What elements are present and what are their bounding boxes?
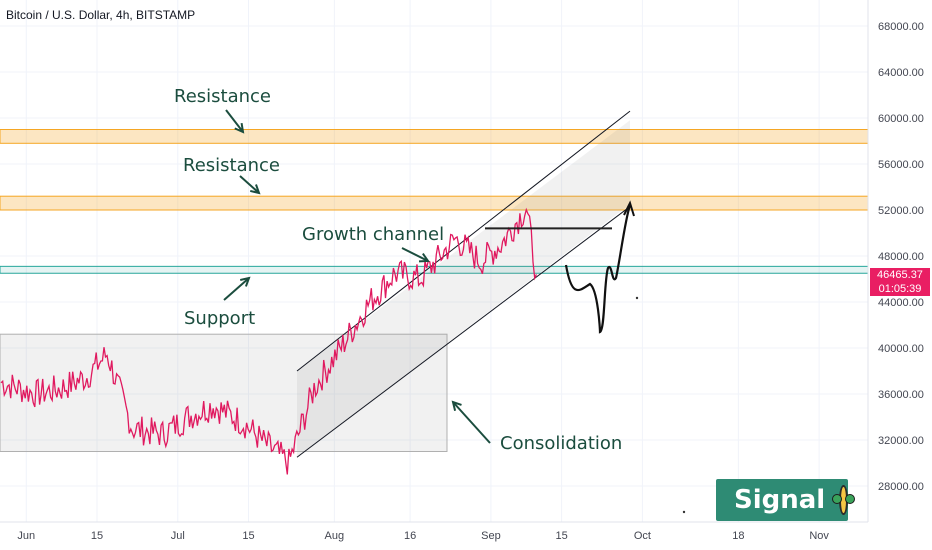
channel-upper-line (296, 110, 631, 372)
signal-label: Signal (734, 485, 826, 515)
annotation-label: Resistance (183, 155, 280, 176)
annotation-label: Consolidation (500, 433, 622, 454)
marker-dot (682, 510, 686, 514)
growth-channel-arrow (401, 247, 429, 262)
y-tick-label: 68000.00 (878, 21, 924, 33)
y-tick-label: 44000.00 (878, 297, 924, 309)
x-tick-label: Sep (481, 530, 501, 542)
y-tick-label: 56000.00 (878, 159, 924, 171)
resistance-arrow-1 (225, 109, 244, 133)
support-arrow-head (240, 276, 251, 287)
signal-badge[interactable]: Signal (716, 479, 855, 521)
consolidation-box (0, 333, 448, 453)
channel-lower-line (296, 206, 631, 458)
money-face-icon (832, 485, 855, 515)
y-tick-label: 52000.00 (878, 205, 924, 217)
x-tick-label: 15 (91, 530, 103, 542)
annotation-label: Resistance (174, 86, 271, 107)
y-tick-label: 28000.00 (878, 481, 924, 493)
annotation-label: Support (184, 308, 255, 329)
x-tick-label: Jul (171, 530, 185, 542)
y-tick-label: 48000.00 (878, 251, 924, 263)
resistance-arrow-2 (239, 175, 260, 194)
y-tick-label: 36000.00 (878, 389, 924, 401)
consolidation-arrow (452, 401, 491, 444)
price-line (0, 207, 537, 475)
y-tick-label: 40000.00 (878, 343, 924, 355)
resistance-arrow-1-head (234, 122, 245, 134)
growth-channel-fill (297, 120, 630, 458)
x-tick-label: Jun (17, 530, 35, 542)
x-tick-label: Oct (634, 530, 651, 542)
projection-path (564, 204, 632, 334)
price-tag-countdown: 01:05:39 (870, 282, 930, 296)
annotation-label: Growth channel (302, 224, 444, 245)
consolidation-arrow-head (451, 400, 462, 411)
price-tag-value: 46465.37 (870, 268, 930, 282)
y-tick-label: 32000.00 (878, 435, 924, 447)
x-tick-label: 16 (404, 530, 416, 542)
x-tick-label: 15 (555, 530, 567, 542)
marker-dot (635, 296, 639, 300)
y-tick-label: 60000.00 (878, 113, 924, 125)
x-tick-label: Nov (809, 530, 829, 542)
x-tick-label: 15 (242, 530, 254, 542)
y-tick-label: 64000.00 (878, 67, 924, 79)
projection-arrowhead (623, 200, 635, 217)
resistance-arrow-2-head (250, 184, 261, 195)
growth-channel-arrow-head (418, 253, 430, 263)
support-arrow (223, 277, 250, 301)
resistance-band (0, 129, 869, 144)
resistance-band (0, 195, 869, 211)
chart-title: Bitcoin / U.S. Dollar, 4h, BITSTAMP (6, 8, 196, 22)
x-tick-label: Aug (325, 530, 345, 542)
x-tick-label: 18 (732, 530, 744, 542)
